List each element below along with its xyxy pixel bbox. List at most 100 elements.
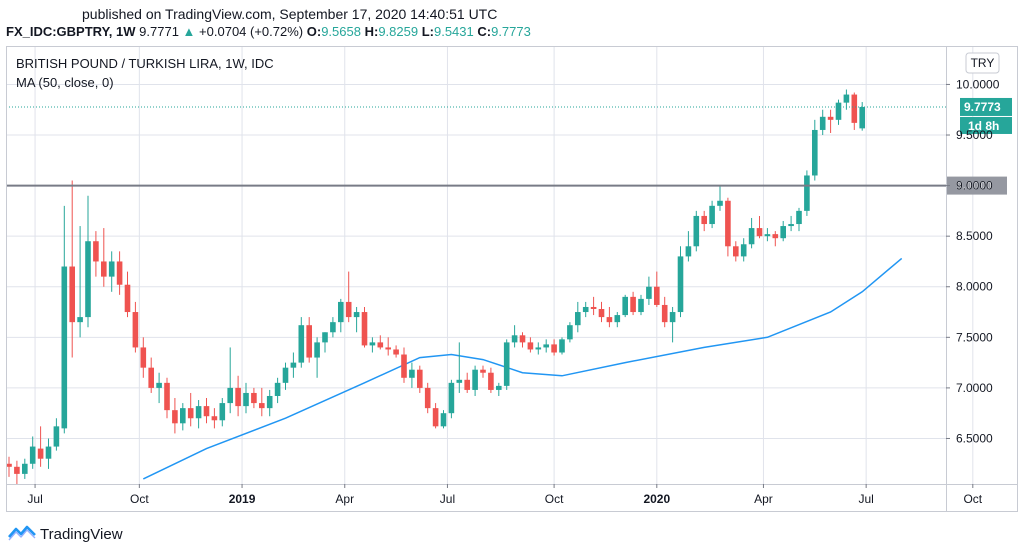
y-tick-label: 9.5000 [956,128,993,142]
candle-body [22,463,28,474]
candle-body [440,413,447,427]
candle [132,301,139,353]
candle-body [717,200,723,206]
candle-body [93,241,99,262]
candle [859,102,865,131]
candle [235,375,241,417]
candle-body [290,362,297,368]
currency-button[interactable] [965,52,1000,74]
candle-body [432,408,439,427]
candle [464,372,470,393]
candle-body [812,129,818,176]
x-tick-label: 2020 [643,492,670,506]
candle-body [859,106,865,129]
candle-body [614,315,621,323]
candle-body [756,228,763,237]
candle-body [148,367,154,388]
tradingview-logo-icon[interactable] [8,523,36,546]
candle [685,231,692,262]
candle [488,367,494,393]
low-value: 9.5431 [433,24,474,39]
candle [669,306,676,343]
candle-body [448,382,455,414]
candle-body [480,369,486,373]
candle [511,325,518,348]
candle [61,205,68,434]
candle [543,339,549,353]
candle-body [314,342,320,358]
candle [164,377,170,419]
last-price-box [960,97,1012,116]
candle-body [353,312,360,318]
candle [804,170,810,216]
chart-container[interactable]: 9.0000 9.7773 1d 8h 10.0000 9.5000 9.0000 8.5… [6,46,1018,512]
candle-body [535,347,542,350]
candle [14,460,20,484]
candle [527,337,534,353]
candle [677,246,684,318]
candle [709,200,715,229]
candle [424,382,431,414]
candle-body [701,215,707,225]
high-value: 9.8259 [378,24,419,39]
candle-body [6,463,12,467]
candle [116,251,123,295]
candle-body [606,317,613,323]
candle [409,362,415,388]
candle [417,365,423,393]
candle [369,337,376,353]
candle [393,345,399,358]
candle-body [488,372,494,390]
candle-body [369,342,376,346]
candle-body [77,317,83,323]
candle-body [472,369,478,390]
candle-body [780,226,786,239]
candle [251,387,257,409]
candle-body [788,224,794,227]
x-tick-label: Oct [963,492,982,506]
moving-average-layer [142,257,903,480]
brand-name[interactable]: TradingView [40,525,123,543]
candle-body [132,312,139,348]
candle-body [725,200,731,247]
ma-line [142,257,903,480]
x-tick-label: Jul [440,492,455,506]
candle [575,301,581,333]
candle [717,185,723,211]
candle [53,418,60,451]
candle-body [582,306,589,313]
candle-body [677,256,684,313]
level-label: 9.0000 [956,179,993,193]
candle-body [543,344,549,348]
candle [733,241,739,262]
candle-body [322,332,328,343]
candle [187,392,194,427]
candle-body [598,309,605,318]
candle [788,215,794,232]
candle-body [409,369,415,378]
candle [630,291,636,316]
candle-body [219,403,226,421]
candle [590,296,597,316]
chart-frame [6,46,1018,512]
candle-body [764,234,771,237]
price-chart[interactable]: 9.0000 9.7773 1d 8h 10.0000 9.5000 9.0000 8.5… [6,46,1018,512]
candle-body [53,426,60,447]
last-price-label: 9.7773 [964,100,1001,114]
candle [401,347,407,383]
candle [345,271,352,323]
candle [519,332,526,348]
candle [835,99,842,125]
candle-body [235,387,241,407]
candle-body [417,369,423,388]
open-label: O: [306,24,322,39]
candle [124,271,131,318]
y-tick-label: 7.5000 [956,330,993,344]
candle [796,207,802,232]
candle [756,215,763,239]
candle-body [211,416,218,421]
candle [496,382,502,396]
candle [85,195,91,328]
candle-body [187,408,194,419]
change-up-icon: ▲ [182,24,196,39]
